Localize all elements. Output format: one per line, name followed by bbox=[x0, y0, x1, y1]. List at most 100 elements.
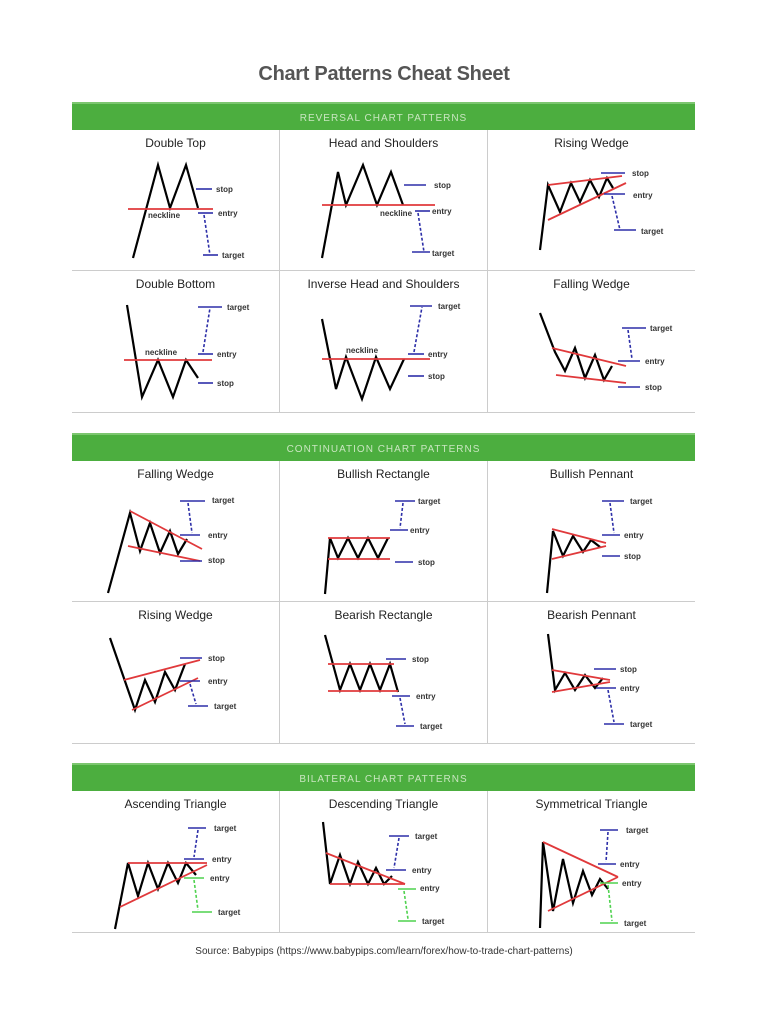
pattern-diagram: target entry entry target bbox=[321, 821, 445, 926]
projection-dashed-line bbox=[611, 195, 621, 231]
price-path bbox=[320, 318, 405, 403]
trend-line bbox=[325, 852, 406, 885]
entry-label: entry bbox=[622, 879, 642, 888]
continuation-section: CONTINUATION CHART PATTERNS target entry s… bbox=[72, 433, 695, 744]
stop-label: stop bbox=[624, 552, 641, 561]
pattern-diagram: stop entry target neckline bbox=[128, 160, 245, 260]
projection-dashed-line bbox=[202, 307, 211, 353]
projection-dashed-line bbox=[413, 306, 423, 353]
trend-line bbox=[547, 175, 623, 186]
trend-line bbox=[555, 374, 627, 384]
stop-label: stop bbox=[216, 185, 233, 194]
target-label: target bbox=[214, 702, 237, 711]
pattern-diagram: target entry stop bbox=[323, 497, 441, 595]
trend-line bbox=[551, 347, 627, 367]
price-path bbox=[113, 859, 197, 930]
pattern-title: Ascending Triangle bbox=[124, 797, 227, 811]
entry-label: entry bbox=[645, 357, 665, 366]
bilateral-section: BILATERAL CHART PATTERNS target entry entr… bbox=[72, 763, 695, 933]
target-label: target bbox=[438, 302, 461, 311]
trend-line bbox=[551, 669, 611, 681]
price-path bbox=[546, 633, 604, 694]
price-path bbox=[323, 634, 400, 694]
projection-dashed-line bbox=[203, 214, 211, 256]
source-credit: Source: Babypips (https://www.babypips.c… bbox=[195, 946, 573, 957]
pattern-diagram: stop entry target bbox=[546, 633, 653, 729]
pattern-title: Head and Shoulders bbox=[328, 136, 439, 150]
stop-label: stop bbox=[428, 372, 445, 381]
pattern-title: Rising Wedge bbox=[554, 136, 629, 150]
stop-label: stop bbox=[434, 181, 451, 190]
entry-label: entry bbox=[208, 531, 228, 540]
trend-line bbox=[129, 510, 203, 550]
pattern-title: Bullish Rectangle bbox=[337, 467, 430, 481]
pattern-diagram: target entry entry target bbox=[538, 826, 649, 929]
page-title: Chart Patterns Cheat Sheet bbox=[258, 63, 510, 85]
stop-label: stop bbox=[632, 169, 649, 178]
pattern-title: Bearish Pennant bbox=[547, 608, 636, 622]
stop-label: stop bbox=[217, 379, 234, 388]
projection-dashed-line bbox=[187, 502, 193, 534]
pattern-diagram: stop entry target neckline bbox=[320, 161, 455, 259]
target-label: target bbox=[227, 303, 250, 312]
pattern-title: Bullish Pennant bbox=[549, 467, 634, 481]
projection-dashed-line bbox=[399, 502, 404, 529]
pattern-cell: stop entry target neckline Head and Shoulder… bbox=[280, 130, 488, 271]
pattern-title: Rising Wedge bbox=[138, 608, 213, 622]
stop-label: stop bbox=[208, 654, 225, 663]
entry-label: entry bbox=[420, 884, 440, 893]
projection-dashed-line bbox=[605, 831, 609, 863]
entry-label: entry bbox=[432, 207, 452, 216]
target-label: target bbox=[422, 917, 445, 926]
price-path bbox=[321, 821, 393, 888]
pattern-title: Inverse Head and Shoulders bbox=[307, 277, 460, 291]
projection-dashed-line bbox=[193, 879, 199, 911]
reversal-section: REVERSAL CHART PATTERNS stop entry target n… bbox=[72, 102, 695, 413]
stop-label: stop bbox=[620, 665, 637, 674]
price-path bbox=[538, 175, 614, 251]
target-label: target bbox=[630, 497, 653, 506]
pattern-diagram: target entry stop bbox=[538, 312, 673, 392]
pattern-cell: stop entry target Bearish Pennant bbox=[488, 602, 695, 743]
pattern-cell: target entry stop neckline Inverse Head and … bbox=[280, 271, 488, 412]
pattern-cell: target entry stop Bullish Rectangle bbox=[280, 461, 488, 602]
projection-dashed-line bbox=[417, 212, 425, 253]
stop-label: stop bbox=[208, 556, 225, 565]
pattern-diagram: target entry entry target bbox=[113, 824, 241, 930]
pattern-cell: stop entry target Rising Wedge bbox=[488, 130, 695, 271]
price-path bbox=[538, 312, 613, 383]
trend-line bbox=[123, 659, 201, 681]
target-label: target bbox=[214, 824, 237, 833]
target-label: target bbox=[420, 722, 443, 731]
target-label: target bbox=[415, 832, 438, 841]
entry-label: entry bbox=[217, 350, 237, 359]
projection-dashed-line bbox=[189, 683, 197, 705]
pattern-title: Double Top bbox=[145, 136, 206, 150]
trend-line bbox=[542, 841, 619, 878]
entry-label: entry bbox=[218, 209, 238, 218]
projection-dashed-line bbox=[607, 884, 613, 922]
projection-dashed-line bbox=[403, 890, 409, 920]
target-label: target bbox=[626, 826, 649, 835]
stop-label: stop bbox=[412, 655, 429, 664]
entry-label: entry bbox=[416, 692, 436, 701]
pattern-diagram: target entry stop neckline bbox=[124, 303, 250, 401]
trend-line bbox=[551, 681, 611, 693]
target-label: target bbox=[650, 324, 673, 333]
section-heading: CONTINUATION CHART PATTERNS bbox=[72, 433, 695, 461]
pattern-diagram: target entry stop bbox=[106, 496, 235, 594]
neckline-label: neckline bbox=[148, 211, 181, 220]
trend-line bbox=[119, 864, 208, 908]
pattern-cell: target entry stop Falling Wedge bbox=[488, 271, 695, 412]
pattern-title: Falling Wedge bbox=[553, 277, 630, 291]
entry-label: entry bbox=[212, 855, 232, 864]
trend-line bbox=[547, 182, 627, 221]
pattern-cell: target entry entry target Descending Triangl… bbox=[280, 791, 488, 932]
target-label: target bbox=[222, 251, 245, 260]
entry-label: entry bbox=[210, 874, 230, 883]
entry-label: entry bbox=[412, 866, 432, 875]
pattern-cell: target entry entry target Ascending Triangle bbox=[72, 791, 280, 932]
neckline-label: neckline bbox=[346, 346, 379, 355]
price-path bbox=[106, 508, 188, 594]
price-path bbox=[320, 161, 405, 259]
